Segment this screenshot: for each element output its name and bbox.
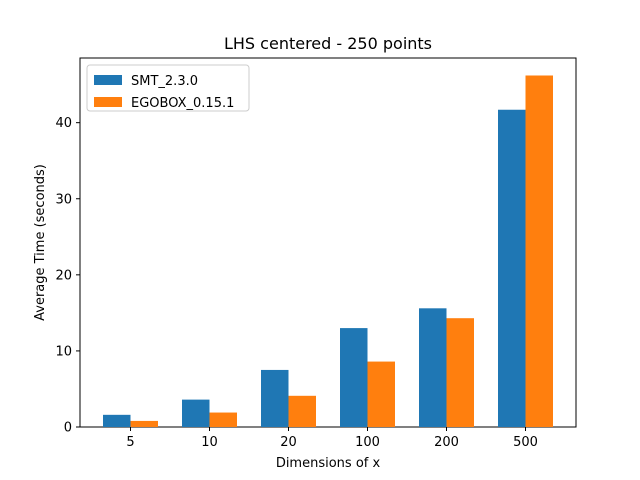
y-tick-label: 20 <box>55 268 72 283</box>
x-tick-label: 100 <box>355 435 380 450</box>
legend-label-smt: SMT_2.3.0 <box>131 74 198 89</box>
bar-egobox-500 <box>525 75 553 428</box>
axes-frame <box>79 57 577 428</box>
y-tick-label: 40 <box>55 116 72 131</box>
y-tick-label: 10 <box>55 344 72 359</box>
y-tick-label: 30 <box>55 192 72 207</box>
x-axis-ticks: 5 10 20 100 200 500 <box>126 427 538 450</box>
legend-swatch-egobox <box>94 97 122 107</box>
y-axis-label: Average Time (seconds) <box>33 164 48 321</box>
x-axis-label: Dimensions of x <box>276 456 381 471</box>
x-tick-label: 10 <box>201 435 218 450</box>
bar-smt-100 <box>340 328 368 427</box>
x-tick-label: 5 <box>126 435 134 450</box>
bars-group <box>103 75 553 428</box>
bar-smt-5 <box>103 414 131 427</box>
bar-smt-200 <box>419 308 447 427</box>
x-tick-label: 20 <box>280 435 297 450</box>
legend-label-egobox: EGOBOX_0.15.1 <box>131 96 234 111</box>
y-axis-ticks: 0 10 20 30 40 <box>55 116 80 436</box>
bar-egobox-200 <box>446 318 474 427</box>
bar-egobox-5 <box>130 420 158 427</box>
x-tick-label: 200 <box>434 435 459 450</box>
y-tick-label: 0 <box>64 421 72 436</box>
bar-smt-20 <box>261 369 289 427</box>
bar-smt-10 <box>182 399 210 427</box>
bar-egobox-20 <box>288 395 316 427</box>
legend-box <box>86 64 250 112</box>
bar-egobox-10 <box>209 412 237 427</box>
chart-title: LHS centered - 250 points <box>224 34 432 53</box>
bar-egobox-100 <box>367 361 395 427</box>
x-tick-label: 500 <box>513 435 538 450</box>
bar-smt-500 <box>498 109 526 427</box>
plot-area: 5 10 20 100 200 500 0 10 20 30 40 <box>55 57 577 450</box>
legend-swatch-smt <box>94 75 122 85</box>
legend: SMT_2.3.0 EGOBOX_0.15.1 <box>86 64 250 112</box>
